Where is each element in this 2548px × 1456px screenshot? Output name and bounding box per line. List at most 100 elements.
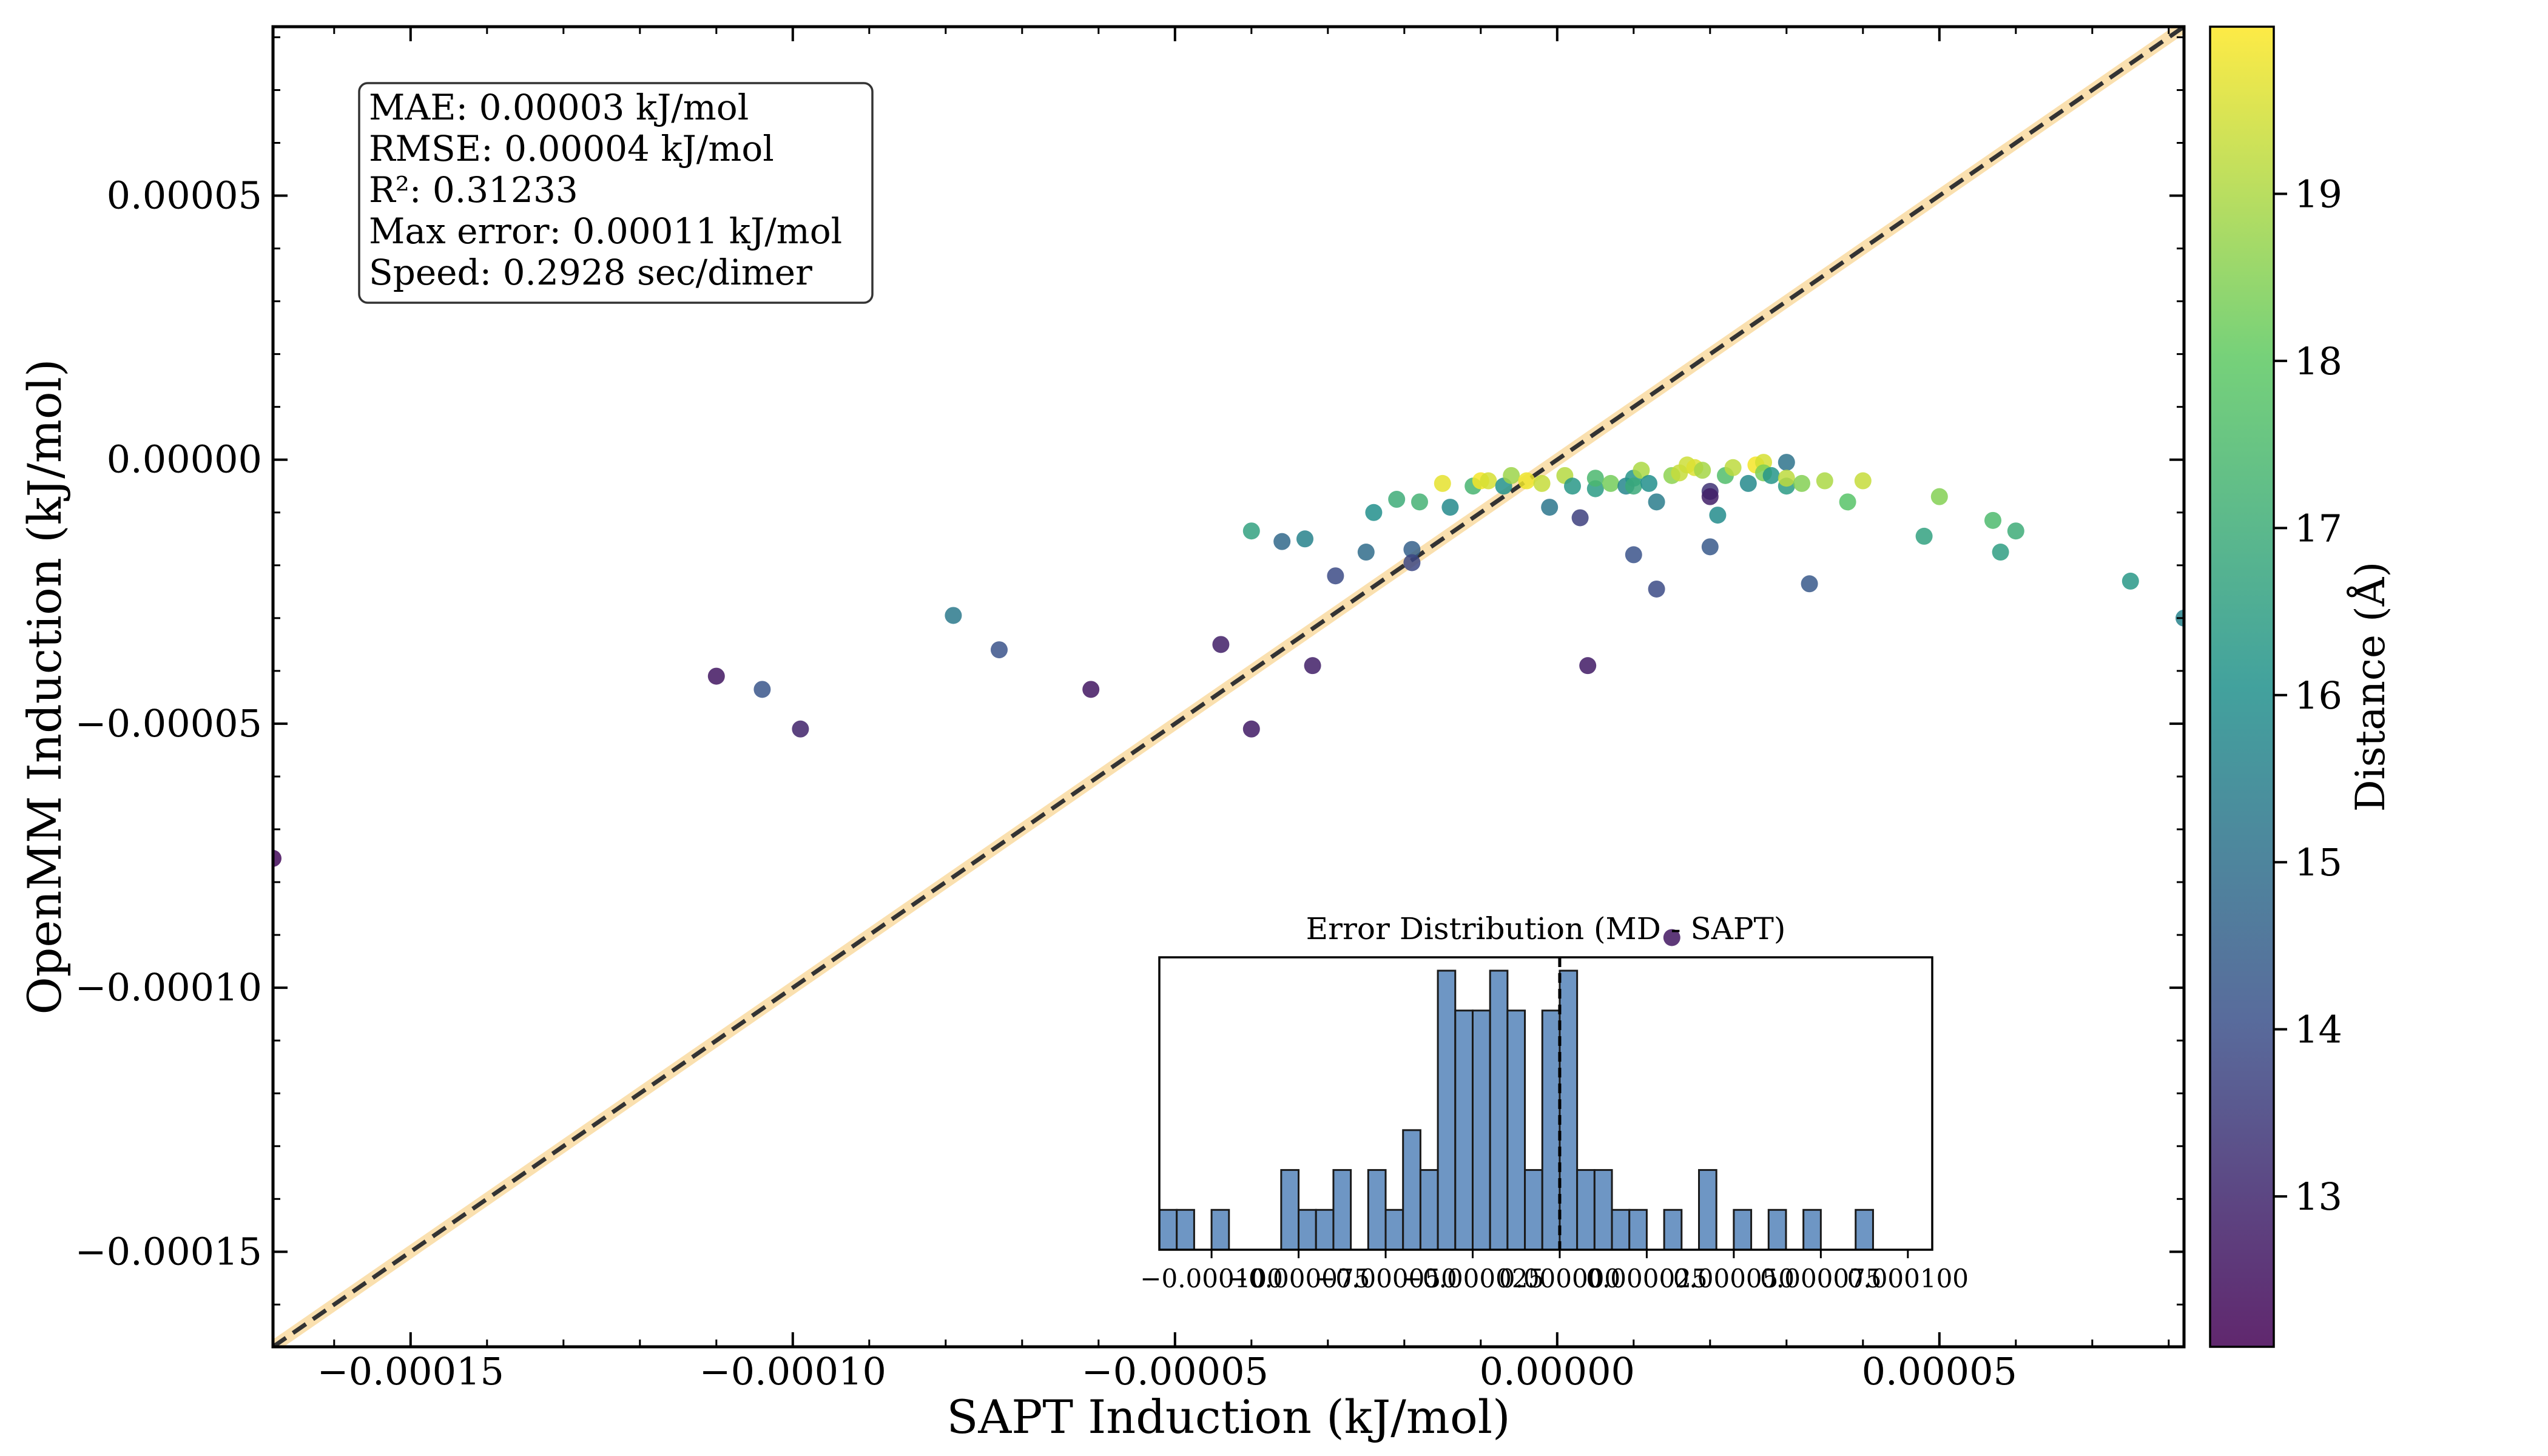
histogram-bar [1158, 1208, 1178, 1251]
main-plot-frame [271, 25, 2186, 1349]
scatter-point [1518, 472, 1535, 490]
scatter-point [1633, 462, 1650, 479]
histogram-bar [1593, 1169, 1613, 1251]
colorbar-tick-label: 15 [2294, 840, 2342, 885]
x-tick-label: −0.00015 [317, 1349, 504, 1394]
scatter-point [1801, 575, 1818, 593]
histogram-bar [1471, 1009, 1491, 1251]
y-tick-label: 0.00005 [107, 174, 262, 218]
colorbar-tick-label: 16 [2294, 673, 2342, 718]
colorbar-tick-label: 17 [2294, 506, 2342, 550]
histogram-bar [1367, 1169, 1387, 1251]
scatter-point [1541, 499, 1559, 516]
scatter-point [1793, 474, 1810, 492]
scatter-point [1441, 499, 1459, 516]
x-tick-label: −0.00010 [699, 1349, 886, 1394]
scatter-point [1839, 493, 1856, 511]
histogram-bar [1559, 969, 1579, 1251]
colorbar-tick-label: 14 [2294, 1008, 2342, 1052]
scatter-point [753, 681, 771, 698]
inset-x-tick-label: 0.000025 [1586, 1264, 1707, 1293]
histogram-bar [1576, 1169, 1596, 1251]
inset-x-tick-label: 0.000050 [1673, 1264, 1795, 1293]
scatter-point [991, 641, 1008, 659]
histogram-bar [1855, 1208, 1874, 1251]
stats-line-max-error: Max error: 0.00011 kJ/mol [369, 211, 842, 252]
main-scatter-plot: −0.00015 −0.00010 −0.00005 0.00000 0.00005 −0… [75, 25, 2186, 1394]
histogram-bar [1489, 969, 1509, 1251]
stats-line-mae: MAE: 0.00003 kJ/mol [369, 87, 749, 128]
scatter-point [1640, 474, 1657, 492]
scatter-point [1694, 462, 1711, 479]
scatter-point [1357, 544, 1375, 561]
scatter-point [273, 849, 281, 867]
y-tick-label: −0.00005 [75, 701, 262, 746]
y-tick-label: −0.00010 [75, 965, 262, 1009]
histogram-bar [1506, 1009, 1526, 1251]
inset-histogram: −0.000100−0.000075−0.000050−0.0000250.00… [1140, 911, 1969, 1293]
scatter-point [1984, 511, 2001, 529]
histogram-bar [1210, 1208, 1230, 1251]
scatter-point [1701, 488, 1719, 505]
scatter-point [1296, 530, 1313, 548]
histogram-bar [1384, 1208, 1404, 1251]
scatter-point [1365, 504, 1383, 521]
scatter-point [1273, 533, 1291, 550]
histogram-bar [1611, 1208, 1631, 1251]
stats-line-rmse: RMSE: 0.00004 kJ/mol [369, 128, 774, 169]
scatter-point [1739, 474, 1757, 492]
scatter-point [1709, 507, 1727, 524]
scatter-point [1434, 474, 1451, 492]
x-tick-label: 0.00005 [1862, 1349, 2017, 1394]
histogram-bar [1698, 1169, 1717, 1251]
scatter-point [707, 667, 725, 685]
scatter-point [1411, 493, 1428, 511]
stats-line-r2: R²: 0.31233 [369, 169, 578, 211]
histogram-bar [1524, 1169, 1543, 1251]
colorbar: 13 14 15 16 17 18 19 Distance (Å) [2209, 25, 2394, 1348]
scatter-point [1854, 472, 1872, 490]
y-axis-label: OpenMM Induction (kJ/mol) [18, 359, 72, 1014]
scatter-point [1480, 472, 1497, 490]
scatter-point [1602, 474, 1619, 492]
inset-title: Error Distribution (MD - SAPT) [1306, 911, 1786, 946]
x-tick-label: −0.00005 [1082, 1349, 1269, 1394]
scatter-point [1930, 488, 1948, 505]
scatter-point [1724, 459, 1742, 476]
scatter-point [1579, 657, 1597, 675]
scatter-point [792, 720, 809, 738]
colorbar-tick-label: 18 [2294, 339, 2342, 383]
scatter-point [945, 607, 962, 624]
scatter-point [1082, 681, 1100, 698]
inset-x-tick-label: 0.000000 [1499, 1264, 1620, 1293]
histogram-bar [1402, 1129, 1421, 1251]
histogram-bar [1541, 1009, 1561, 1251]
scatter-point [1564, 477, 1581, 495]
scatter-point [1648, 493, 1665, 511]
scatter-points [273, 454, 2184, 946]
stats-box-frame [358, 82, 874, 304]
stats-box: MAE: 0.00003 kJ/mol RMSE: 0.00004 kJ/mol… [358, 82, 874, 304]
colorbar-gradient [2209, 25, 2275, 1348]
histogram-bars [1158, 969, 1874, 1251]
inset-frame [1158, 956, 1933, 1251]
scatter-point [1327, 567, 1344, 585]
histogram-bar [1733, 1208, 1753, 1251]
histogram-bar [1663, 1208, 1683, 1251]
scatter-point [1403, 554, 1421, 571]
scatter-point [1503, 467, 1520, 484]
scatter-point [1992, 544, 2009, 561]
histogram-bar [1802, 1208, 1822, 1251]
x-axis-label: SAPT Induction (kJ/mol) [946, 1390, 1510, 1444]
scatter-point [1388, 491, 1406, 508]
scatter-point [1778, 454, 1795, 471]
histogram-bar [1419, 1169, 1439, 1251]
inset-x-tick-label: −0.000025 [1401, 1264, 1545, 1293]
stats-line-speed: Speed: 0.2928 sec/dimer [369, 252, 812, 293]
scatter-point [1212, 636, 1230, 653]
histogram-bar [1332, 1169, 1352, 1251]
scatter-point [2122, 572, 2139, 590]
scatter-point [1915, 527, 1933, 545]
histogram-bar [1315, 1208, 1335, 1251]
